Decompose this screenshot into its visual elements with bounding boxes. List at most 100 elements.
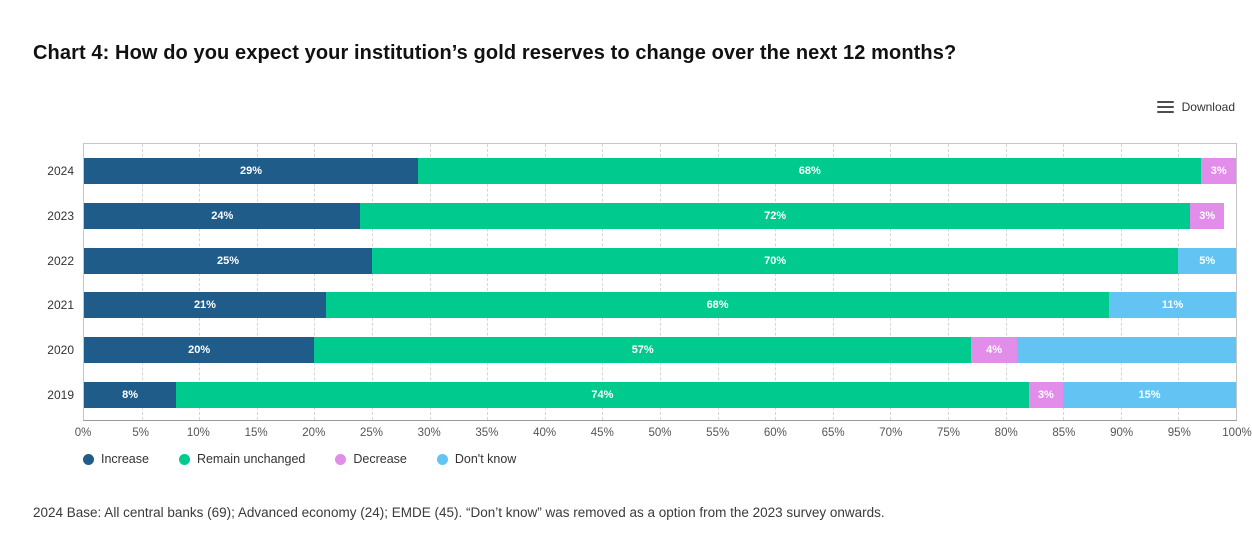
x-axis-tick: 20% xyxy=(302,427,326,439)
gridline xyxy=(256,144,258,420)
gridline xyxy=(1005,144,1007,420)
page-title: Chart 4: How do you expect your institut… xyxy=(33,42,957,64)
legend: Increase Remain unchanged Decrease Don't kn… xyxy=(83,452,516,466)
bar-value-label: 3% xyxy=(1037,389,1054,401)
bar-value-label: 21% xyxy=(193,299,216,312)
bar-value-label: 3% xyxy=(1210,165,1227,177)
bar-row-2024: 29% 68% 3% xyxy=(84,158,1236,184)
x-axis-tick: 75% xyxy=(936,427,961,439)
bar-value-label: 4% xyxy=(986,344,1002,357)
x-axis-tick: 45% xyxy=(590,427,614,439)
bar-segment-2021-don-t-know[interactable]: 11% xyxy=(1109,292,1236,319)
bar-segment-2019-remain-unchanged[interactable]: 74% xyxy=(176,382,1029,408)
bar-value-label: 15% xyxy=(1138,389,1161,401)
download-label: Download xyxy=(1181,100,1235,114)
bar-segment-2021-increase[interactable]: 21% xyxy=(84,292,326,319)
x-axis-tick: 65% xyxy=(821,427,845,439)
x-axis-tick: 15% xyxy=(244,427,268,439)
gridline xyxy=(141,144,143,420)
bar-row-2022: 25% 70% 5% xyxy=(84,247,1236,274)
x-axis-tick: 80% xyxy=(994,427,1018,439)
gridline xyxy=(544,144,546,420)
download-button[interactable]: Download xyxy=(1156,100,1235,114)
legend-item-decrease[interactable]: Decrease xyxy=(335,452,407,466)
gridline xyxy=(1120,144,1122,420)
gridline xyxy=(660,144,661,420)
bar-segment-2022-increase[interactable]: 25% xyxy=(84,247,372,274)
bar-value-label: 29% xyxy=(240,165,263,177)
bar-value-label: 68% xyxy=(706,299,729,312)
y-axis-label-2024: 2024 xyxy=(47,164,74,178)
bar-segment-2022-remain-unchanged[interactable]: 70% xyxy=(372,247,1179,274)
bar-segment-2019-don-t-know[interactable]: 15% xyxy=(1063,382,1236,408)
legend-marker-icon xyxy=(83,453,94,465)
legend-label: Increase xyxy=(101,452,149,466)
x-axis-tick: 85% xyxy=(1052,427,1076,439)
bar-value-label: 8% xyxy=(122,389,139,401)
bar-value-label: 5% xyxy=(1199,254,1216,267)
x-axis: 0% 5% 10% 15% 20% 25% 30% 35% 40% 45% 50% 55% 60% 65%… xyxy=(75,427,1252,443)
y-axis-label-2022: 2022 xyxy=(47,253,74,268)
bar-segment-2024-increase[interactable]: 29% xyxy=(84,158,419,184)
bar-segment-2023-increase[interactable]: 24% xyxy=(84,202,361,229)
bar-segment-2019-increase[interactable]: 8% xyxy=(84,382,177,408)
legend-label: Don't know xyxy=(454,452,517,466)
bar-value-label: 11% xyxy=(1161,299,1184,312)
x-axis-tick: 0% xyxy=(74,427,92,439)
x-axis-tick: 10% xyxy=(186,427,210,439)
bar-value-label: 57% xyxy=(631,344,654,357)
bar-segment-2023-decrease[interactable]: 3% xyxy=(1189,202,1225,229)
bar-segment-2020-decrease[interactable]: 4% xyxy=(971,337,1018,364)
bar-segment-2022-don-t-know[interactable]: 5% xyxy=(1178,247,1236,274)
footnote: 2024 Base: All central banks (69); Advan… xyxy=(33,505,885,520)
legend-marker-icon xyxy=(335,453,347,465)
hamburger-menu-icon xyxy=(1156,100,1174,114)
legend-label: Remain unchanged xyxy=(196,452,306,466)
gridline xyxy=(429,144,431,420)
gridline xyxy=(775,144,777,420)
gridline xyxy=(314,144,316,420)
bar-row-2020: 20% 57% 4% xyxy=(84,337,1236,364)
bar-segment-2020-increase[interactable]: 20% xyxy=(84,337,315,364)
gridline xyxy=(602,144,604,420)
bar-value-label: 20% xyxy=(188,344,211,357)
bar-value-label: 70% xyxy=(764,254,787,267)
legend-item-remain-unchanged[interactable]: Remain unchanged xyxy=(178,452,306,466)
y-axis-label-2023: 2023 xyxy=(47,208,74,223)
bar-row-2019: 8% 74% 3% 15% xyxy=(84,382,1236,408)
bar-segment-2023-remain-unchanged[interactable]: 72% xyxy=(360,202,1190,229)
legend-marker-icon xyxy=(436,453,448,465)
bar-value-label: 3% xyxy=(1199,209,1216,222)
gridline xyxy=(372,144,373,420)
x-axis-tick: 55% xyxy=(706,427,730,439)
gridline xyxy=(487,144,489,420)
bar-row-2021: 21% 68% 11% xyxy=(84,292,1236,319)
x-axis-tick: 95% xyxy=(1167,427,1191,439)
y-axis-label-2019: 2019 xyxy=(47,388,74,402)
x-axis-tick: 25% xyxy=(359,427,384,439)
bar-segment-2024-decrease[interactable]: 3% xyxy=(1201,158,1236,184)
bar-segment-2019-decrease[interactable]: 3% xyxy=(1028,382,1064,408)
gridline xyxy=(832,144,834,420)
bar-row-2023: 24% 72% 3% xyxy=(84,202,1236,229)
bar-segment-2024-remain-unchanged[interactable]: 68% xyxy=(418,158,1202,184)
bar-value-label: 25% xyxy=(216,254,240,267)
x-axis-tick: 70% xyxy=(879,427,903,439)
bar-segment-2021-remain-unchanged[interactable]: 68% xyxy=(325,292,1110,319)
y-axis-label-2020: 2020 xyxy=(47,343,74,358)
gridline xyxy=(1178,144,1180,420)
x-axis-tick: 90% xyxy=(1110,427,1134,439)
x-axis-tick: 60% xyxy=(763,427,787,439)
gridline xyxy=(717,144,719,420)
bar-value-label: 72% xyxy=(764,209,787,222)
gridline xyxy=(1063,144,1065,420)
bar-segment-2020-remain-unchanged[interactable]: 57% xyxy=(314,337,972,364)
plot-area: 29% 68% 3% 2024 24% 72% 3% 2023 25% 70% 5% 2022 21% 6… xyxy=(47,143,1237,421)
x-axis-tick: 100% xyxy=(1222,427,1252,439)
bar-segment-2020-don-t-know[interactable] xyxy=(1017,337,1236,364)
legend-item-don-t-know[interactable]: Don't know xyxy=(436,452,517,466)
gridline xyxy=(948,144,949,420)
legend-item-increase[interactable]: Increase xyxy=(83,452,149,466)
x-axis-tick: 30% xyxy=(417,427,441,439)
x-axis-tick: 50% xyxy=(648,427,672,439)
